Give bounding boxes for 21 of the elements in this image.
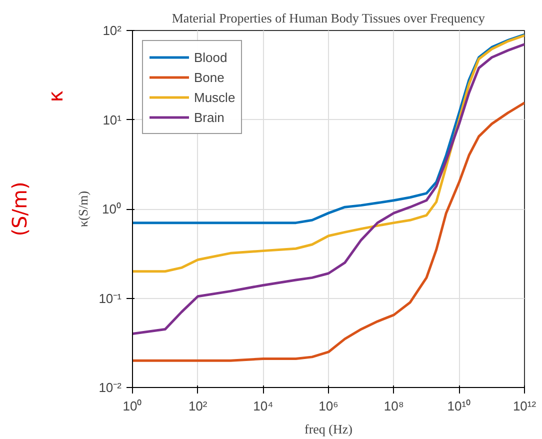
text: κ [44, 90, 68, 102]
y-axis-title: κ(S/m) [76, 190, 91, 228]
y-tick-label: 10⁰ [102, 202, 122, 216]
x-tick-label: 10⁸ [384, 398, 404, 414]
y-tick-label: 10⁻² [98, 380, 122, 395]
legend-label: Brain [194, 110, 224, 124]
legend-label: Bone [194, 70, 224, 84]
x-tick-label: 10² [188, 398, 208, 414]
y-tick-label: 10² [102, 23, 122, 38]
y-tick-label: 10¹ [102, 112, 122, 128]
y-tick-label: 10⁻¹ [98, 290, 122, 306]
x-tick-label: 10¹² [512, 398, 537, 414]
x-tick-label: 10⁰ [122, 398, 142, 414]
legend-label: Blood [194, 50, 228, 64]
legend-label: Muscle [194, 90, 236, 104]
chart-title: Material Properties of Human Body Tissues over Frequency [172, 10, 486, 26]
x-tick-label: 10⁶ [318, 398, 338, 414]
x-axis-title: freq (Hz) [304, 422, 353, 436]
text: (S/m) [8, 182, 32, 236]
x-tick-label: 10⁴ [253, 398, 274, 414]
x-tick-label: 10¹⁰ [447, 398, 472, 414]
